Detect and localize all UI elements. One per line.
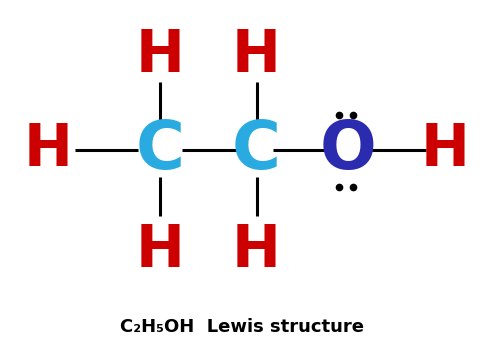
Text: O: O — [320, 117, 377, 183]
Text: H: H — [24, 121, 73, 178]
Text: H: H — [136, 27, 184, 84]
Text: H: H — [232, 27, 281, 84]
Text: C: C — [135, 117, 184, 183]
Text: H: H — [421, 121, 469, 178]
Text: C: C — [232, 117, 281, 183]
Text: C₂H₅OH  Lewis structure: C₂H₅OH Lewis structure — [120, 318, 364, 336]
Text: H: H — [232, 222, 281, 279]
Text: H: H — [136, 222, 184, 279]
